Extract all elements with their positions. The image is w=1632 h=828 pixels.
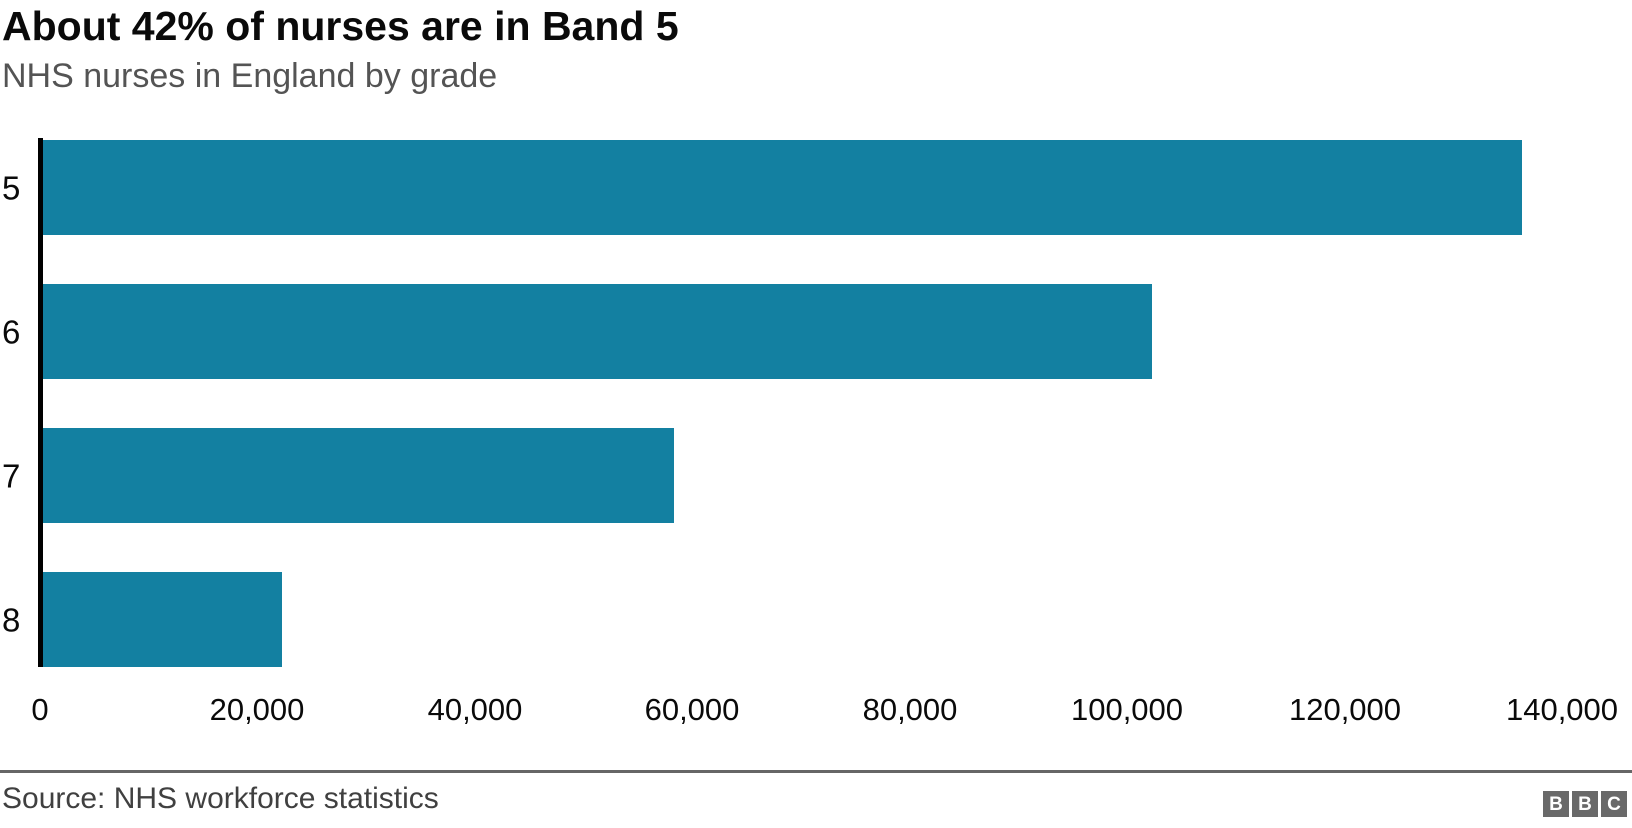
footer-divider-line	[0, 770, 1632, 773]
bbc-logo-block-b: B	[1543, 791, 1569, 817]
x-tick-label-20000: 20,000	[209, 692, 305, 727]
x-tick-label-40000: 40,000	[427, 692, 523, 727]
bar-band-5	[43, 140, 1522, 235]
y-axis-line	[38, 138, 43, 667]
x-tick-label-80000: 80,000	[862, 692, 958, 727]
source-text: Source: NHS workforce statistics	[2, 782, 439, 815]
x-tick-label-60000: 60,000	[644, 692, 740, 727]
x-tick-label-120000: 120,000	[1288, 692, 1402, 727]
x-tick-label-100000: 100,000	[1070, 692, 1184, 727]
band-label-5: 5	[2, 169, 21, 206]
band-label-7: 7	[2, 457, 21, 494]
x-tick-label-0: 0	[31, 692, 49, 727]
bar-chart-plot-area: 5 6 7 8	[0, 138, 1632, 668]
band-label-6: 6	[2, 313, 21, 350]
bar-band-6	[43, 284, 1152, 379]
band-label-8: 8	[2, 601, 21, 638]
bar-band-7	[43, 428, 674, 523]
chart-subtitle: NHS nurses in England by grade	[2, 57, 498, 95]
bbc-logo-block-c: C	[1601, 791, 1627, 817]
x-tick-label-140000: 140,000	[1505, 692, 1619, 727]
x-axis-tick-labels: 0 20,000 40,000 60,000 80,000 100,000 120,000 1…	[0, 692, 1632, 732]
bar-band-8	[43, 572, 282, 667]
bbc-logo-block-b: B	[1572, 791, 1598, 817]
chart-title: About 42% of nurses are in Band 5	[2, 3, 679, 49]
